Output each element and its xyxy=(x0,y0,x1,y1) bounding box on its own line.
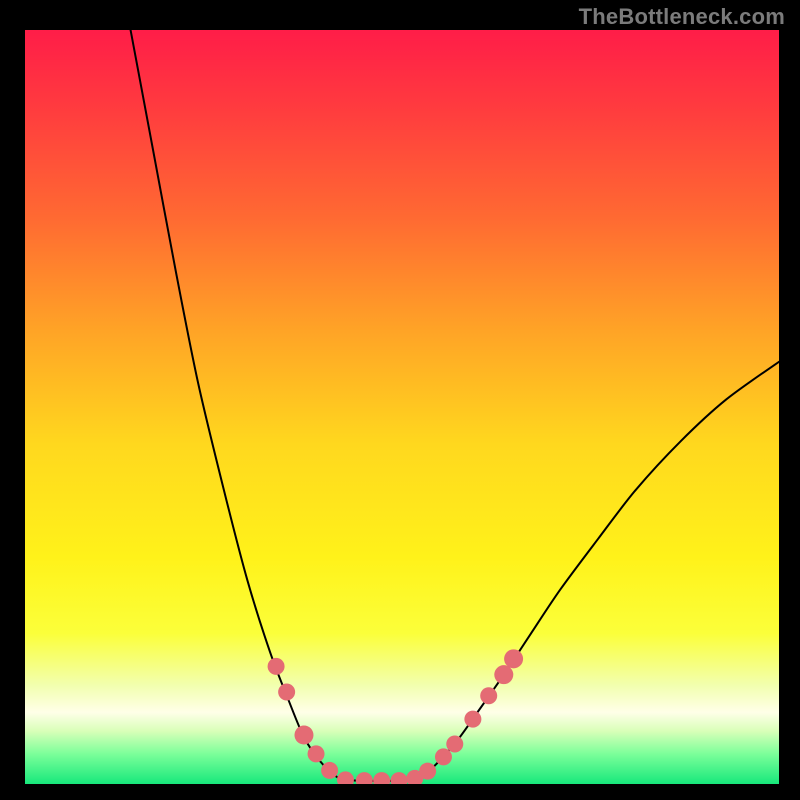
data-marker xyxy=(294,725,313,744)
data-marker xyxy=(268,658,285,675)
data-marker xyxy=(419,763,436,780)
data-marker xyxy=(494,665,513,684)
watermark-text: TheBottleneck.com xyxy=(579,4,785,30)
data-marker xyxy=(278,684,295,701)
gradient-background xyxy=(25,30,779,784)
data-marker xyxy=(446,736,463,753)
chart-svg xyxy=(25,30,779,784)
data-marker xyxy=(504,649,523,668)
data-marker xyxy=(464,711,481,728)
plot-area xyxy=(25,30,779,784)
data-marker xyxy=(321,762,338,779)
data-marker xyxy=(308,745,325,762)
frame: TheBottleneck.com xyxy=(0,0,800,800)
data-marker xyxy=(480,687,497,704)
data-marker xyxy=(435,748,452,765)
